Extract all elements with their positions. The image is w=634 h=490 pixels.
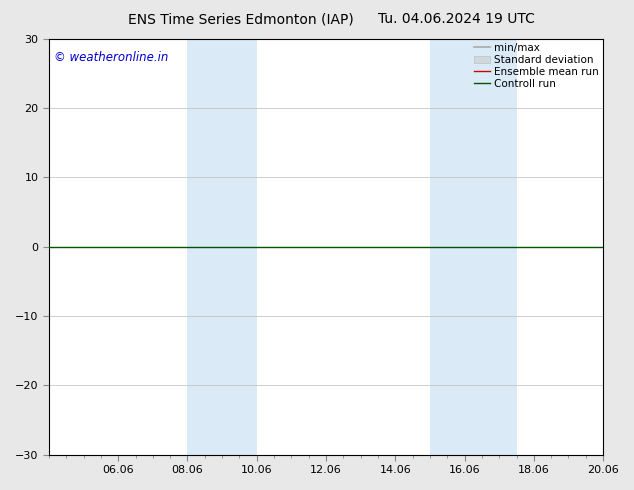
Text: ENS Time Series Edmonton (IAP): ENS Time Series Edmonton (IAP): [128, 12, 354, 26]
Text: © weatheronline.in: © weatheronline.in: [55, 51, 169, 64]
Bar: [188, 39, 257, 455]
Text: Tu. 04.06.2024 19 UTC: Tu. 04.06.2024 19 UTC: [378, 12, 535, 26]
Bar: [430, 39, 517, 455]
Legend: min/max, Standard deviation, Ensemble mean run, Controll run: min/max, Standard deviation, Ensemble me…: [472, 41, 601, 91]
